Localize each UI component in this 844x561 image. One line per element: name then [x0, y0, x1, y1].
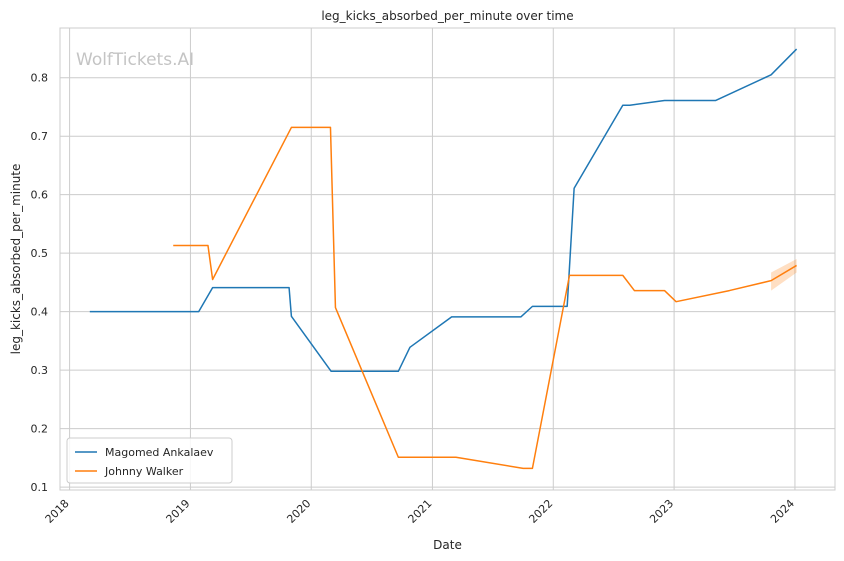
legend-box — [66, 437, 233, 484]
y-tick-label: 0.1 — [31, 481, 49, 494]
y-tick-label: 0.5 — [31, 247, 49, 260]
y-tick-label: 0.7 — [31, 130, 49, 143]
legend: Magomed Ankalaev Johnny Walker — [66, 437, 233, 484]
y-axis-title: leg_kicks_absorbed_per_minute — [9, 164, 23, 355]
y-tick-label: 0.3 — [31, 364, 49, 377]
series-line-magomed-ankalaev — [89, 48, 798, 373]
x-axis-title: Date — [433, 538, 462, 552]
series-lines — [89, 48, 798, 470]
legend-label-johnny-walker: Johnny Walker — [104, 465, 184, 478]
watermark-text: WolfTickets.AI — [76, 50, 194, 70]
y-tick-labels: 0.1 0.2 0.3 0.4 0.5 0.6 0.7 0.8 — [31, 72, 49, 494]
confidence-band-johnny-walker — [771, 259, 797, 291]
plot-frame — [59, 27, 836, 491]
y-tick-label: 0.6 — [31, 189, 49, 202]
confidence-bands — [771, 259, 797, 291]
series-line-johnny-walker — [173, 126, 797, 470]
y-tick-label: 0.4 — [31, 306, 49, 319]
y-tick-label: 0.8 — [31, 72, 49, 85]
y-tick-label: 0.2 — [31, 423, 49, 436]
legend-label-magomed-ankalaev: Magomed Ankalaev — [105, 446, 214, 459]
grid — [60, 28, 835, 490]
chart-title: leg_kicks_absorbed_per_minute over time — [321, 9, 573, 23]
